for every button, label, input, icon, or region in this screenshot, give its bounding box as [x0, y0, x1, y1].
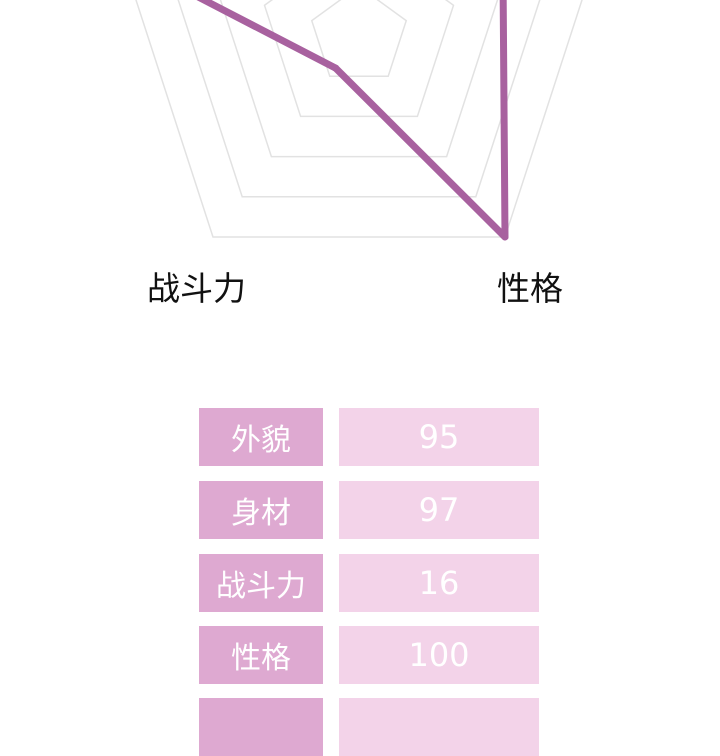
axis-label-personality: 性格: [497, 269, 563, 308]
stat-name: [199, 698, 323, 756]
table-row: [199, 698, 539, 756]
stat-name: 战斗力: [199, 554, 323, 612]
data-point: [332, 64, 340, 72]
grid-ring: [135, 0, 583, 238]
radar-chart: [135, 0, 583, 241]
data-point: [501, 233, 509, 241]
stat-value: 16: [339, 554, 539, 612]
table-row: 身材 97: [199, 481, 539, 539]
table-row: 战斗力 16: [199, 554, 539, 612]
table-row: 外貌 95: [199, 408, 539, 466]
series-line: [196, 0, 509, 241]
grid-ring: [263, 0, 455, 118]
stat-name: 性格: [199, 626, 323, 684]
stat-value: 100: [339, 626, 539, 684]
grid-ring: [219, 0, 499, 158]
stat-name: 身材: [199, 481, 323, 539]
stat-value: 95: [339, 408, 539, 466]
grid-ring: [177, 0, 541, 198]
axis-label-combat: 战斗力: [147, 269, 246, 308]
stat-value: [339, 698, 539, 756]
grid-ring: [310, 0, 408, 77]
stat-name: 外貌: [199, 408, 323, 466]
stat-value: 97: [339, 481, 539, 539]
table-row: 性格 100: [199, 626, 539, 684]
